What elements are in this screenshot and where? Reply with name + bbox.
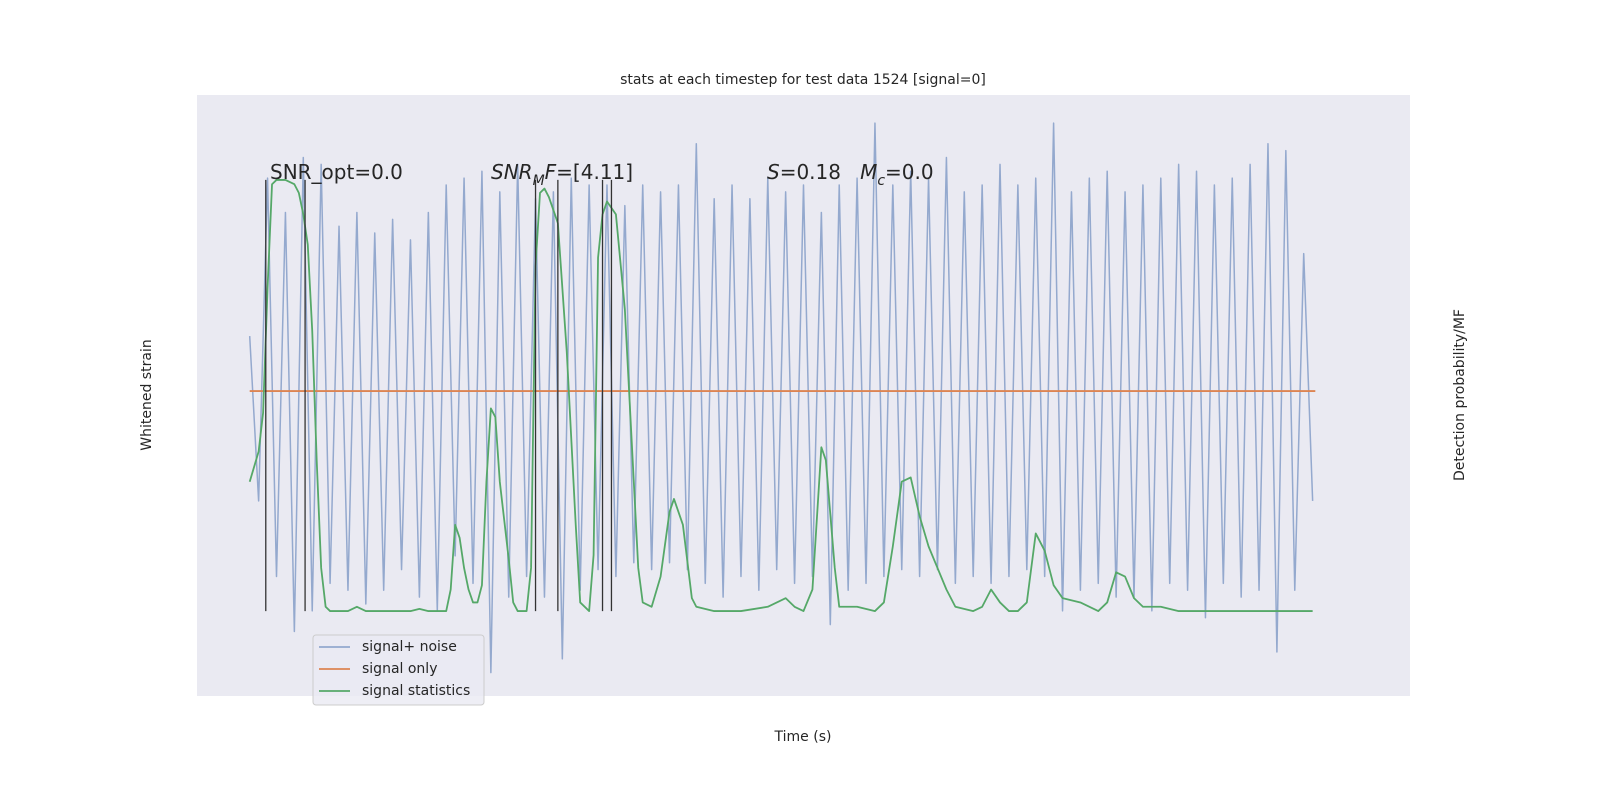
annotation-part: F	[545, 160, 557, 184]
series-line	[248, 179, 1313, 612]
annotation: SNR_opt=0.0	[270, 160, 403, 184]
y-axis-label: Whitened strain	[139, 339, 155, 450]
labels: SNR_opt=0.0 SNRMF=[4.11] S=0.18 Mc=0.0	[270, 160, 934, 190]
annotation: S=0.18 Mc=0.0	[767, 160, 934, 190]
chart-title: stats at each timestep for test data 152…	[620, 72, 986, 88]
y2-axis-label: Detection probability/MF	[1452, 309, 1468, 481]
annotation-part: =0.0	[885, 160, 934, 184]
annotation-part: =0.18	[780, 160, 860, 184]
annotation-part: M	[533, 173, 545, 189]
annotation-part: S	[767, 160, 780, 184]
legend-label: signal only	[362, 661, 437, 677]
x-axis-label: Time (s)	[774, 729, 832, 745]
annotation-part: SNR	[491, 160, 533, 184]
marks	[248, 122, 1316, 674]
legend-box	[312, 634, 485, 706]
annotation-part: SNR_opt=0.0	[270, 160, 403, 184]
legend-label: signal+ noise	[362, 639, 457, 655]
annotation-part: c	[877, 173, 885, 189]
legend-label: signal statistics	[362, 683, 470, 699]
series-line	[248, 122, 1314, 674]
annotation: SNRMF=[4.11]	[491, 160, 633, 190]
legend: signal+ noise signal only signal statistic…	[312, 634, 485, 706]
annotation-part: M	[860, 160, 877, 184]
annotation-part: =[4.11]	[556, 160, 633, 184]
